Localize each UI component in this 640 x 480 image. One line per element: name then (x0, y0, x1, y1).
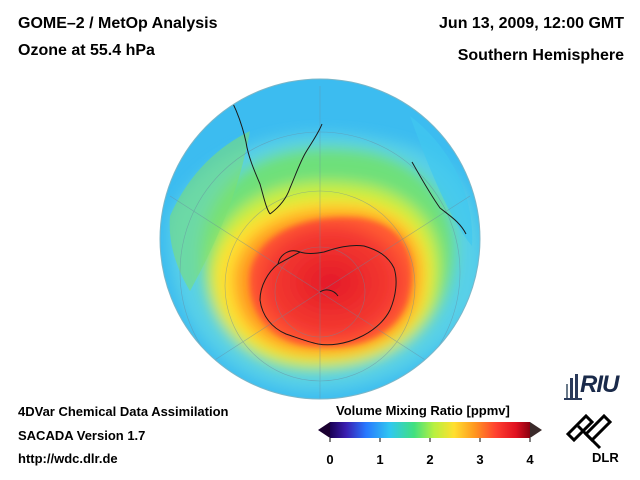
colorbar-tick-0: 0 (326, 452, 334, 467)
riu-logo-text: RIU (580, 371, 619, 398)
south-america-coast-west (227, 93, 271, 215)
colorbar-tick-4: 4 (526, 452, 534, 467)
green-patch-west (169, 131, 250, 291)
footer-url[interactable]: http://wdc.dlr.de (18, 451, 118, 466)
colorbar-tick-3: 3 (476, 452, 484, 467)
footer-line1: 4DVar Chemical Data Assimilation (18, 404, 229, 419)
colorbar-gradient (330, 422, 530, 438)
dlr-logo-text: DLR (592, 450, 619, 465)
region-label: Southern Hemisphere (457, 47, 624, 64)
cyan-patch-east (410, 116, 473, 246)
footer-line2: SACADA Version 1.7 (18, 428, 146, 443)
dlr-logo-icon (565, 413, 613, 450)
colorbar-tick-1: 1 (376, 452, 384, 467)
africa-coast (411, 161, 467, 235)
colorbar-ticks (329, 438, 531, 442)
ozone-max-region (249, 217, 412, 348)
antarctic-peninsula (277, 250, 301, 265)
colorbar-tick-2: 2 (426, 452, 434, 467)
title-line2: Ozone at 55.4 hPa (18, 42, 155, 59)
coastlines (227, 93, 467, 346)
south-america-coast-east (269, 123, 323, 215)
colorbar-left-arrow (318, 422, 330, 438)
antarctica-coastline (259, 245, 397, 346)
colorbar-right-arrow (530, 422, 542, 438)
colorbar-title: Volume Mixing Ratio [ppmv] (336, 403, 510, 418)
globe-field (160, 79, 480, 399)
date-label: Jun 13, 2009, 12:00 GMT (439, 15, 624, 32)
title-line1: GOME–2 / MetOp Analysis (18, 15, 218, 32)
antarctica-inner-feature (319, 289, 339, 297)
riu-logo-icon (564, 374, 582, 400)
globe-rim (159, 78, 481, 400)
ozone-globe-map (159, 78, 481, 400)
colorbar (318, 422, 542, 442)
